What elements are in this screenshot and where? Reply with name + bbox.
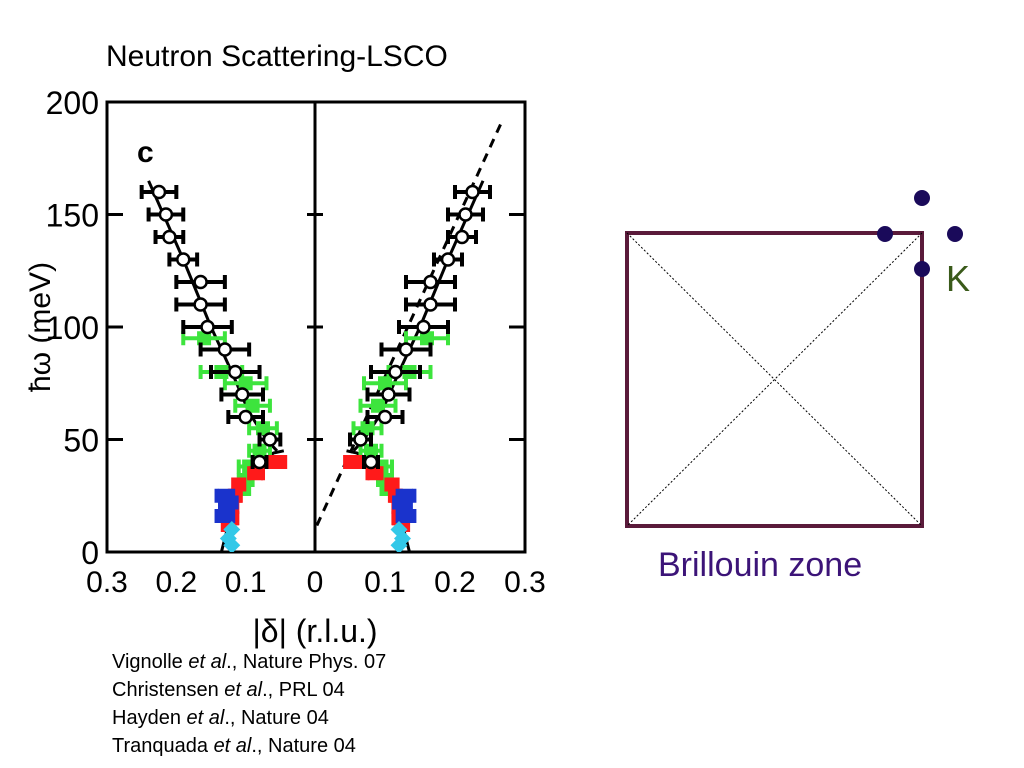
reference-author: Vignolle (112, 651, 189, 673)
data-point-circle (363, 454, 379, 470)
data-point-circle (228, 364, 243, 380)
k-point-dot (914, 261, 930, 277)
plot-marks (139, 123, 502, 552)
data-point-square (252, 443, 267, 458)
data-point-square (378, 376, 392, 391)
data-point-circle (381, 387, 396, 402)
data-point-circle (377, 409, 393, 425)
data-point-circle (252, 454, 267, 470)
y-axis-label: ħω (meV) (24, 262, 57, 392)
brillouin-zone-caption: Brillouin zone (658, 546, 863, 584)
x-axis-label: |δ| (r.l.u.) (252, 613, 377, 649)
data-point-square (256, 421, 270, 436)
reference-source: ., Nature Phys. 07 (226, 651, 387, 673)
data-point-circle (440, 252, 456, 267)
data-point-circle (238, 409, 253, 425)
data-point-square (346, 455, 361, 469)
neutron-scattering-chart: 0 50 100 150 200 0.3 0.2 0.1 0 0.1 0.2 0.3 |δ| (r.l.… (24, 85, 546, 649)
data-point-circle (454, 229, 470, 245)
data-point-circle (388, 364, 403, 380)
data-point-square (217, 509, 232, 523)
reference-1: Vignolle et al., Nature Phys. 07 (112, 648, 386, 676)
reference-4: Tranquada et al., Nature 04 (112, 732, 386, 760)
data-point-square (395, 495, 410, 510)
y-tick-label: 100 (46, 310, 99, 346)
data-point-square (385, 477, 399, 492)
data-point-circle (162, 229, 177, 245)
k-point-dot (914, 190, 930, 206)
panel-label: c (137, 136, 154, 169)
reference-author: Christensen (112, 679, 225, 701)
data-point-circle (423, 297, 438, 312)
x-tick-label: 0.1 (225, 566, 267, 599)
diagonal-line (626, 232, 923, 527)
data-point-diamond (223, 536, 241, 552)
x-tick-label: 0.3 (504, 566, 546, 599)
data-point-square (249, 466, 264, 481)
reference-source: ., PRL 04 (262, 679, 345, 701)
data-point-circle (193, 297, 208, 312)
reference-etal: et al (224, 679, 263, 701)
data-point-circle (262, 432, 278, 447)
y-tick-label: 200 (46, 85, 99, 121)
x-tick-label: 0 (307, 566, 324, 599)
data-point-circle (217, 342, 233, 357)
reference-etal: et al (213, 735, 252, 757)
reference-source: ., Nature 04 (224, 707, 329, 729)
data-point-circle (234, 387, 250, 402)
reference-etal: et al (188, 651, 227, 673)
data-point-circle (158, 207, 174, 222)
data-point-square (367, 466, 382, 481)
brillouin-zone-square (625, 231, 924, 528)
reference-3: Hayden et al., Nature 04 (112, 704, 386, 732)
data-point-circle (200, 319, 215, 335)
reference-etal: et al (186, 707, 225, 729)
data-point-circle (353, 432, 368, 447)
k-point-label: K (946, 258, 971, 299)
brillouin-zone-diagram (625, 190, 963, 528)
data-point-square (420, 331, 434, 346)
data-point-circle (458, 207, 473, 222)
data-point-square (371, 398, 385, 413)
x-tick-label: 0.2 (434, 566, 476, 599)
data-point-square (231, 477, 246, 492)
data-point-square (360, 421, 375, 436)
data-point-diamond (390, 536, 408, 552)
y-tick-label: 150 (46, 198, 99, 234)
reference-2: Christensen et al., PRL 04 (112, 676, 386, 704)
x-tick-label: 0.1 (364, 566, 406, 599)
chart-title: Neutron Scattering-LSCO (106, 40, 448, 73)
data-point-circle (465, 184, 480, 200)
data-point-square (245, 398, 260, 413)
data-point-circle (416, 319, 431, 335)
data-point-circle (193, 274, 208, 290)
reference-author: Tranquada (112, 735, 214, 757)
data-point-square (221, 495, 236, 510)
data-point-square (269, 455, 284, 469)
references: Vignolle et al., Nature Phys. 07 Christe… (112, 648, 386, 760)
x-tick-label: 0.2 (155, 566, 197, 599)
data-point-square (364, 443, 378, 458)
data-point-circle (176, 252, 191, 267)
reference-source: ., Nature 04 (251, 735, 356, 757)
y-tick-label: 0 (81, 535, 99, 571)
data-point-circle (398, 342, 414, 357)
data-point-square (197, 331, 212, 346)
data-point-circle (151, 184, 167, 200)
reference-author: Hayden (112, 707, 187, 729)
diagonal-line (626, 232, 923, 527)
y-tick-label: 50 (63, 423, 99, 459)
data-point-square (399, 509, 413, 523)
k-point-dot (877, 226, 893, 242)
x-tick-label: 0.3 (86, 566, 128, 599)
k-point-dot (947, 226, 963, 242)
data-point-circle (423, 274, 438, 290)
data-point-square (238, 376, 253, 391)
